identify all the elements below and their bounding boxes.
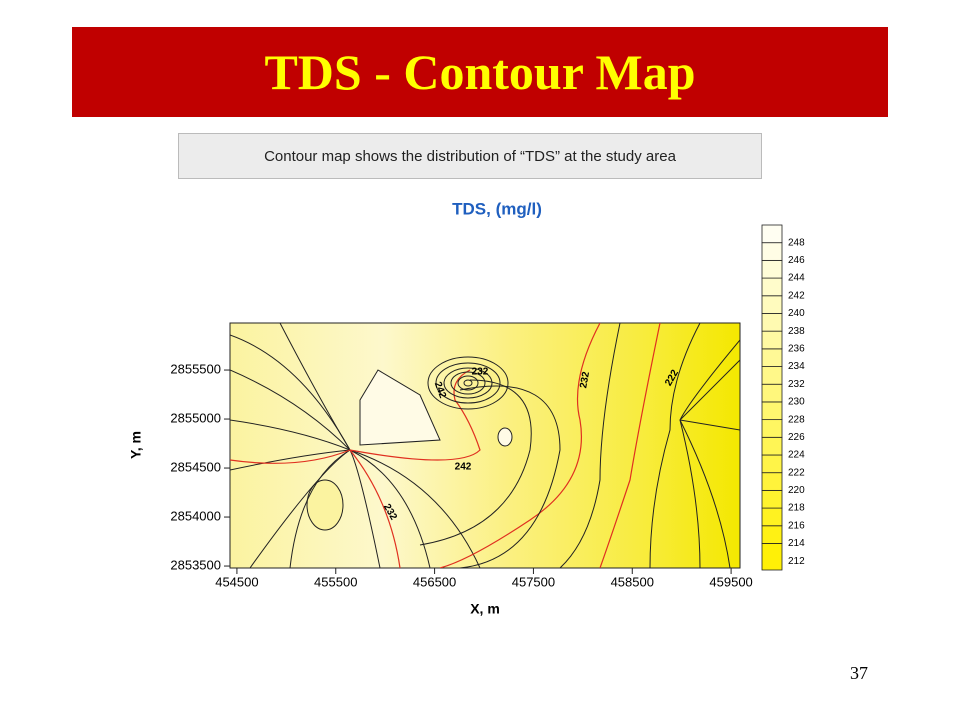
y-tick-label: 2855500 [170, 361, 221, 376]
colorbar-band [761, 277, 783, 297]
peak [427, 356, 509, 410]
contour-line [599, 323, 661, 568]
page-number: 37 [850, 663, 868, 683]
contour-line [559, 323, 621, 568]
colorbar-label: 244 [788, 273, 805, 284]
contour-line [419, 379, 532, 546]
colorbar-band [761, 383, 783, 403]
contour-line [230, 449, 351, 471]
colorbar-label: 234 [788, 361, 805, 372]
contour-line [649, 323, 701, 568]
colorbar-band [761, 330, 783, 350]
contour-line [349, 449, 481, 568]
colorbar-band [761, 224, 783, 244]
colorbar-label: 236 [788, 343, 805, 354]
colorbar-band [761, 472, 783, 491]
colorbar-band [761, 489, 783, 509]
colorbar-label: 214 [788, 538, 805, 549]
y-axis-label: Y, m [128, 431, 144, 459]
colorbar-label: 248 [788, 237, 805, 248]
colorbar-band [761, 242, 783, 261]
colorbar-label: 218 [788, 503, 805, 514]
colorbar-band [761, 259, 783, 279]
colorbar-label: 238 [788, 326, 805, 337]
colorbar-band [761, 295, 783, 314]
x-tick-label: 456500 [413, 574, 456, 589]
colorbar-band [761, 436, 783, 456]
colorbar-label: 212 [788, 556, 805, 567]
slide-title: TDS - Contour Map [72, 27, 888, 117]
x-tick-label: 455500 [314, 574, 357, 589]
colorbar-band [761, 543, 783, 571]
colorbar-label: 242 [788, 290, 805, 301]
y-tick-label: 2855000 [170, 410, 221, 425]
colorbar-label: 224 [788, 450, 805, 461]
x-tick-label: 459500 [709, 574, 752, 589]
colorbar-band [761, 348, 783, 367]
colorbar-band [761, 313, 783, 332]
colorbar-band [761, 366, 783, 385]
colorbar-label: 232 [788, 379, 805, 390]
colorbar-label: 222 [788, 467, 805, 478]
contours [230, 323, 740, 568]
contour-label: 242 [455, 462, 472, 473]
x-tick-label: 454500 [215, 574, 258, 589]
contour-line [679, 359, 740, 568]
x-tick-label: 458500 [611, 574, 654, 589]
contour-label: 232 [472, 367, 489, 378]
colorbar-band [761, 454, 783, 474]
colorbar-label: 230 [788, 397, 805, 408]
contour-line [306, 479, 344, 531]
contour-line [359, 369, 441, 446]
colorbar-band [761, 419, 783, 438]
colorbar-label: 240 [788, 308, 805, 319]
y-tick-label: 2853500 [170, 557, 221, 572]
colorbar-label: 220 [788, 485, 805, 496]
contour-label: 232 [578, 370, 592, 389]
colorbar-band [761, 525, 783, 544]
colorbar-label: 226 [788, 432, 805, 443]
contour-line [459, 385, 561, 568]
plot-area [229, 322, 741, 569]
contour-line [439, 323, 601, 568]
contour-line [349, 369, 481, 461]
y-tick-label: 2854500 [170, 459, 221, 474]
chart-title: TDS, (mg/l) [452, 199, 542, 218]
x-axis-label: X, m [470, 601, 500, 617]
subtitle: Contour map shows the distribution of “T… [178, 133, 762, 179]
colorbar-label: 216 [788, 520, 805, 531]
colorbar-label: 228 [788, 414, 805, 425]
x-tick-label: 457500 [512, 574, 555, 589]
colorbar-label: 246 [788, 255, 805, 266]
contour-line [497, 427, 513, 447]
colorbar-band [761, 507, 783, 527]
colorbar-band [761, 401, 783, 421]
y-tick-label: 2854000 [170, 508, 221, 523]
